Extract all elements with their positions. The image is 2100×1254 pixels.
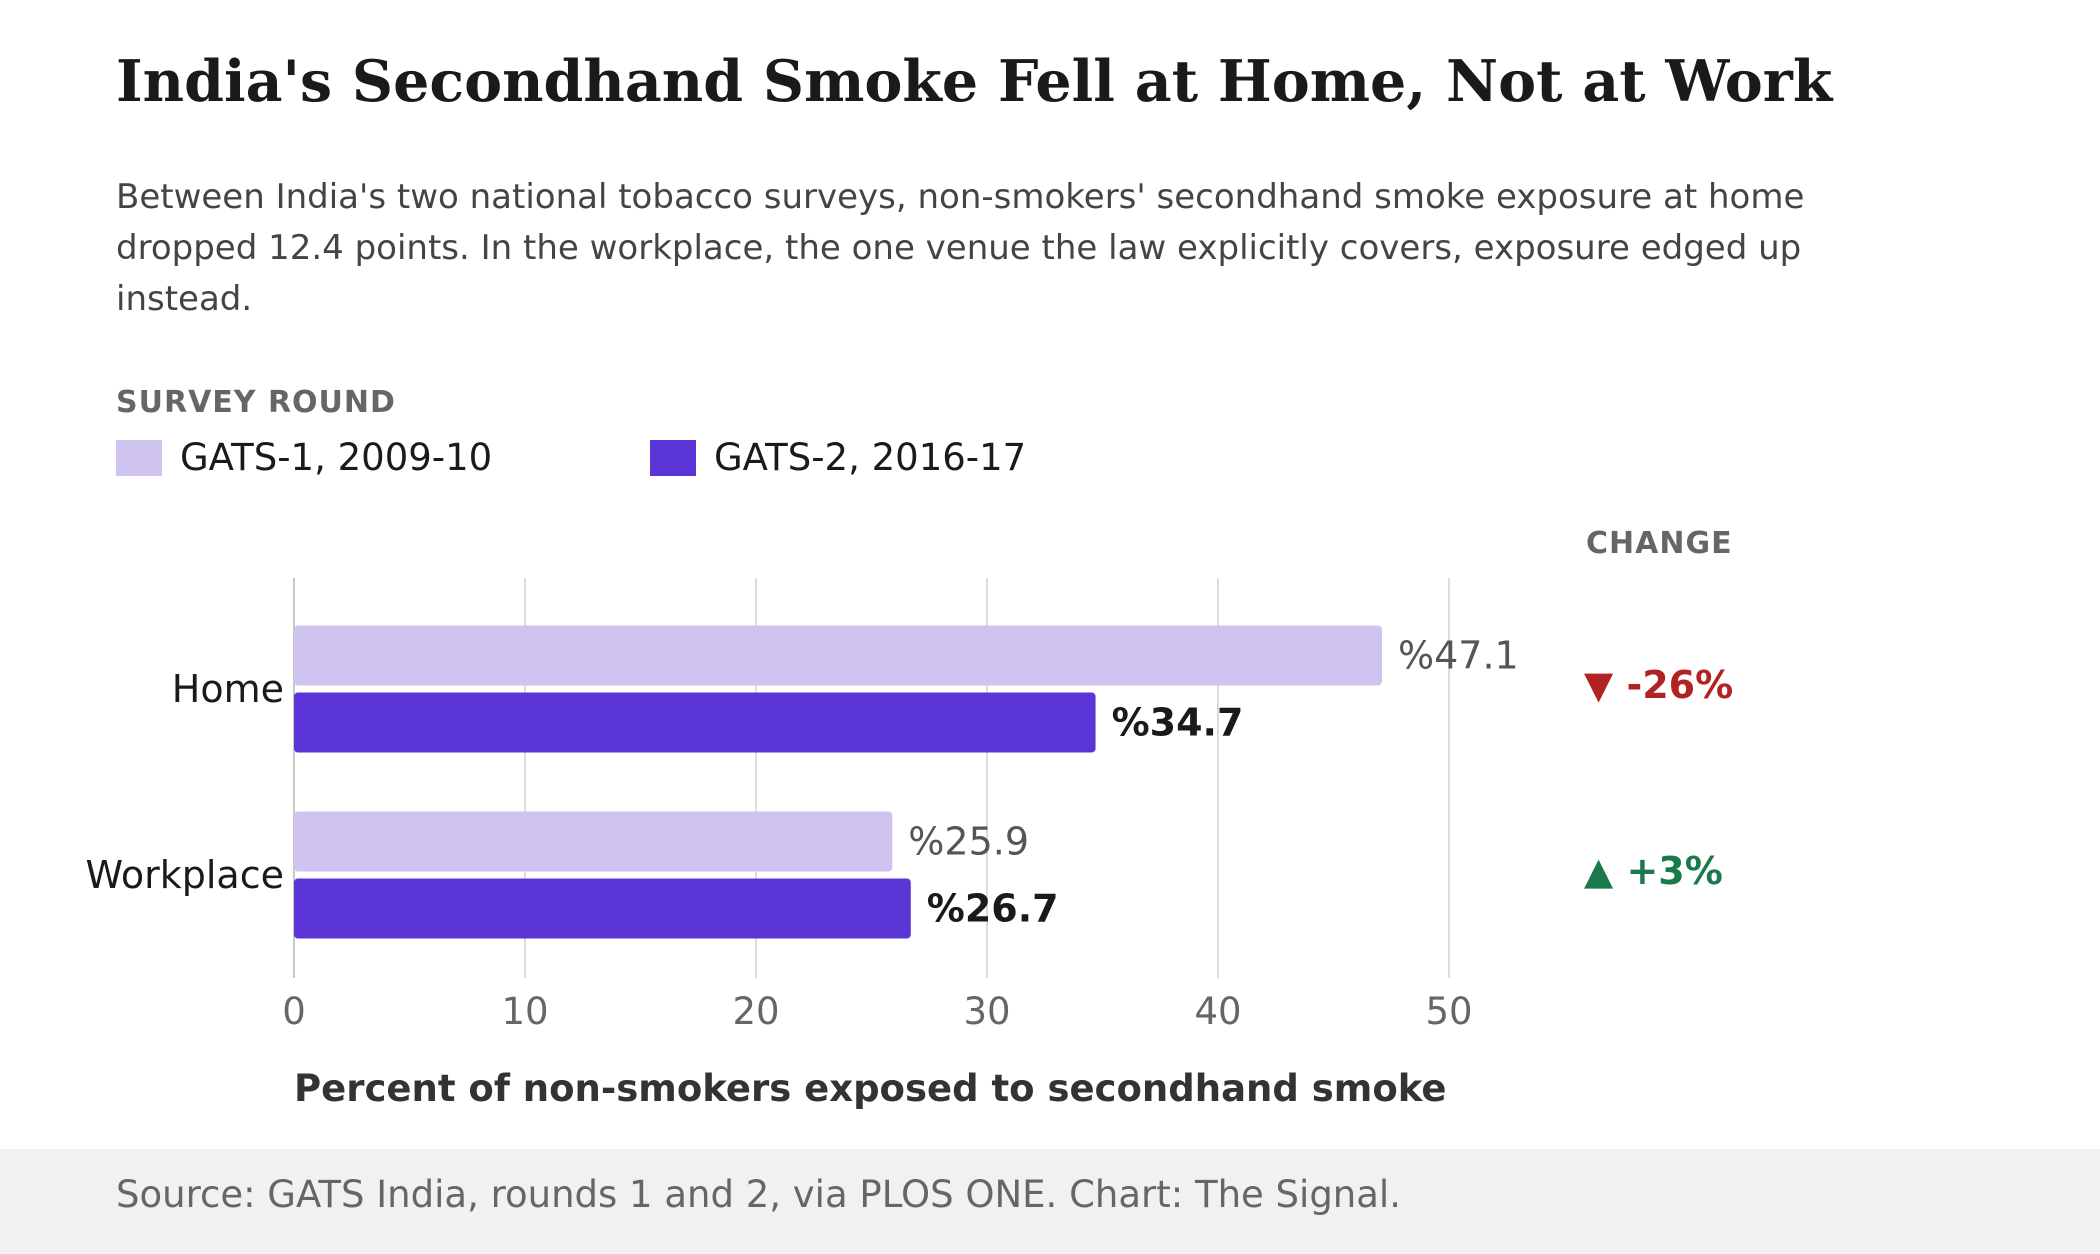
data-label: %26.7: [927, 887, 1059, 931]
category-label: Workplace: [86, 853, 284, 897]
data-label: %34.7: [1112, 701, 1244, 745]
category-label: Home: [172, 667, 284, 711]
bar: [294, 625, 1383, 686]
legend-title: SURVEY ROUND: [116, 385, 396, 420]
bar: [294, 811, 893, 872]
legend-label-gats2: GATS-2, 2016-17: [714, 436, 1027, 479]
chart-title: India's Secondhand Smoke Fell at Home, N…: [116, 48, 1833, 115]
x-tick-label: 30: [963, 990, 1010, 1033]
bar: [294, 878, 911, 939]
legend-item-gats2: GATS-2, 2016-17: [650, 436, 1026, 479]
x-axis-label: Percent of non-smokers exposed to second…: [294, 1067, 1446, 1110]
data-label: %25.9: [908, 820, 1029, 864]
change-value-workplace: ▲ +3%: [1584, 849, 1723, 893]
change-header: CHANGE: [1586, 526, 1733, 561]
legend-item-gats1: GATS-1, 2009-10: [116, 436, 492, 479]
legend-label-gats1: GATS-1, 2009-10: [180, 436, 493, 479]
x-tick-label: 10: [501, 990, 548, 1033]
x-tick-label: 20: [732, 990, 779, 1033]
bar-chart: 0 10 20 30 40 50 Home %47.1 %34.7 Workplace %25.9%…: [86, 578, 1519, 1110]
footer: Source: GATS India, rounds 1 and 2, via …: [0, 1149, 2100, 1254]
bar: [294, 692, 1096, 753]
x-tick-label: 40: [1194, 990, 1241, 1033]
legend-swatch-gats2: [650, 439, 696, 476]
data-label: %47.1: [1398, 634, 1519, 678]
change-value-home: ▼ -26%: [1584, 663, 1734, 707]
chart-subtitle: Between India's two national tobacco sur…: [116, 177, 1805, 319]
x-tick-label: 0: [282, 990, 306, 1033]
x-tick-label: 50: [1425, 990, 1472, 1033]
source-note: Source: GATS India, rounds 1 and 2, via …: [116, 1173, 1401, 1216]
legend-swatch-gats1: [116, 439, 162, 476]
